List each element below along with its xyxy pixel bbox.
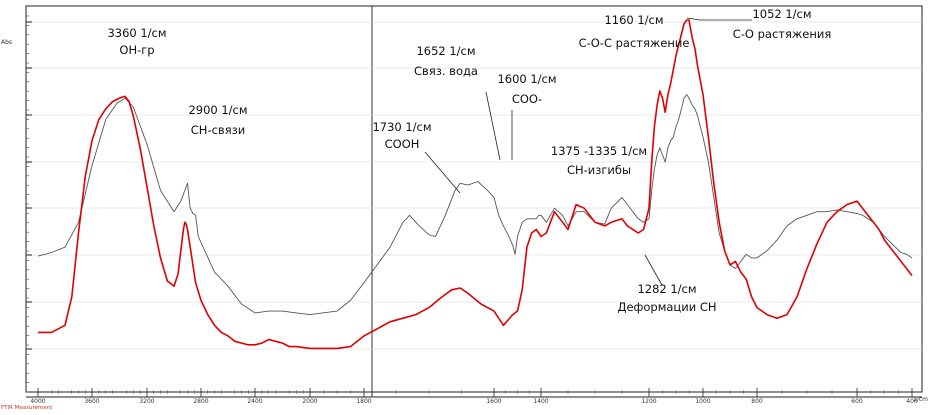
x-tick-label: 4000 bbox=[30, 398, 45, 405]
annotation-wavenumber: 2900 1/см bbox=[188, 103, 247, 117]
x-tick-label: 1200 bbox=[641, 398, 656, 405]
x-tick-label: 600 bbox=[851, 398, 863, 405]
annotation-leader-line bbox=[485, 91, 501, 161]
x-tick-label: 400 bbox=[906, 398, 918, 405]
x-tick-label: 2800 bbox=[193, 398, 208, 405]
spectrum-line-red bbox=[38, 19, 913, 350]
annotation-leader-line bbox=[424, 151, 461, 194]
annotation-assignment: СОО- bbox=[512, 92, 542, 106]
annotation-assignment: СООН bbox=[385, 137, 420, 151]
annotation-assignment: СН-связи bbox=[191, 123, 245, 137]
annotation-wavenumber: 1160 1/см bbox=[604, 13, 663, 27]
x-tick-label: 1600 bbox=[486, 398, 501, 405]
annotation-wavenumber: 1652 1/см bbox=[416, 44, 475, 58]
x-tick-label: 1400 bbox=[533, 398, 548, 405]
annotation-wavenumber: 1052 1/см bbox=[752, 7, 811, 21]
annotation-leader-line bbox=[686, 17, 701, 21]
annotation-wavenumber: 1600 1/см bbox=[497, 72, 556, 86]
annotation-assignment: Деформации СН bbox=[617, 300, 716, 314]
x-tick-label: 800 bbox=[751, 398, 763, 405]
ftir-footer-label: FTIR Measurement bbox=[1, 405, 53, 411]
annotation-assignment: С-О растяжения bbox=[733, 27, 832, 41]
annotation-wavenumber: 1375 -1335 1/см bbox=[551, 144, 647, 158]
annotation-assignment: Связ. вода bbox=[414, 64, 478, 78]
x-tick-label: 2400 bbox=[247, 398, 262, 405]
x-tick-label: 3600 bbox=[84, 398, 99, 405]
annotation-wavenumber: 1282 1/см bbox=[637, 282, 696, 296]
y-axis-label: Abs bbox=[1, 39, 12, 46]
x-tick-label: 2000 bbox=[302, 398, 317, 405]
x-tick-label: 1000 bbox=[695, 398, 710, 405]
annotation-wavenumber: 1730 1/см bbox=[372, 120, 431, 134]
annotation-assignment: ОН-гр bbox=[119, 43, 154, 57]
annotation-assignment: СН-изгибы bbox=[567, 163, 631, 177]
x-tick-label: 3200 bbox=[139, 398, 154, 405]
annotation-assignment: С-О-С растяжение bbox=[579, 36, 690, 50]
plot-frame bbox=[25, 5, 923, 393]
annotation-wavenumber: 3360 1/см bbox=[107, 26, 166, 40]
annotation-leader-line bbox=[644, 254, 663, 286]
x-tick-label: 1800 bbox=[356, 398, 371, 405]
x-axis-label: 1/cm bbox=[913, 396, 928, 403]
